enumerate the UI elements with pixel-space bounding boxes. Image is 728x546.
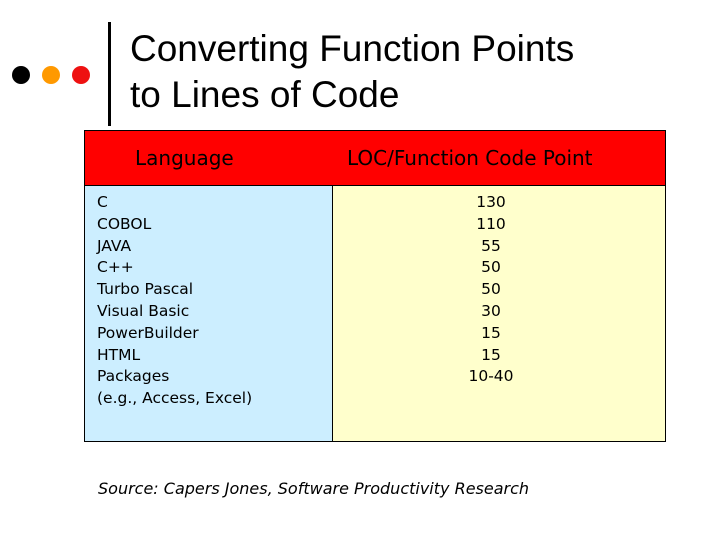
orange-dot-icon: [42, 66, 60, 84]
loc-value-item: 55: [481, 236, 501, 255]
loc-value-item: 15: [481, 345, 501, 364]
loc-value-item: 50: [481, 280, 501, 299]
conversion-table: Language LOC/Function Code Point C COBOL J…: [84, 130, 666, 442]
loc-value-item: 130: [476, 193, 506, 211]
loc-value-item: 30: [481, 301, 501, 320]
slide-title-line-1: Converting Function Points: [130, 28, 575, 69]
language-item: Turbo Pascal: [97, 280, 194, 299]
loc-value-item: 50: [481, 258, 501, 277]
decorative-dots: [12, 66, 96, 86]
slide-title: Converting Function Points to Lines of C…: [130, 26, 720, 118]
title-divider: [108, 22, 111, 126]
loc-value-item: 10-40: [468, 367, 514, 386]
slide-title-line-2: to Lines of Code: [130, 74, 400, 115]
language-item: Visual Basic: [97, 301, 190, 320]
loc-column: 130 110 55 50 50 30 15 15 10-40: [332, 186, 666, 442]
language-item: HTML: [97, 345, 141, 364]
language-item: JAVA: [97, 236, 132, 255]
language-item: Packages: [97, 367, 170, 386]
black-dot-icon: [12, 66, 30, 84]
language-item: COBOL: [97, 214, 152, 233]
loc-value-item: 110: [476, 214, 506, 233]
language-item: (e.g., Access, Excel): [97, 389, 253, 408]
loc-value-list: 130 110 55 50 50 30 15 15 10-40: [333, 192, 649, 388]
table-header: Language LOC/Function Code Point: [84, 130, 666, 186]
language-item: PowerBuilder: [97, 323, 199, 342]
language-column: C COBOL JAVA C++ Turbo Pascal Visual Basic Pow…: [84, 186, 333, 442]
header-loc-per-function-point: LOC/Function Code Point: [347, 146, 593, 170]
source-citation: Source: Capers Jones, Software Productiv…: [98, 479, 530, 498]
language-list: C COBOL JAVA C++ Turbo Pascal Visual Basic Pow…: [97, 192, 252, 410]
language-item: C: [97, 193, 108, 211]
header-language: Language: [135, 146, 234, 170]
language-item: C++: [97, 258, 134, 277]
red-dot-icon: [72, 66, 90, 84]
loc-value-item: 15: [481, 323, 501, 342]
